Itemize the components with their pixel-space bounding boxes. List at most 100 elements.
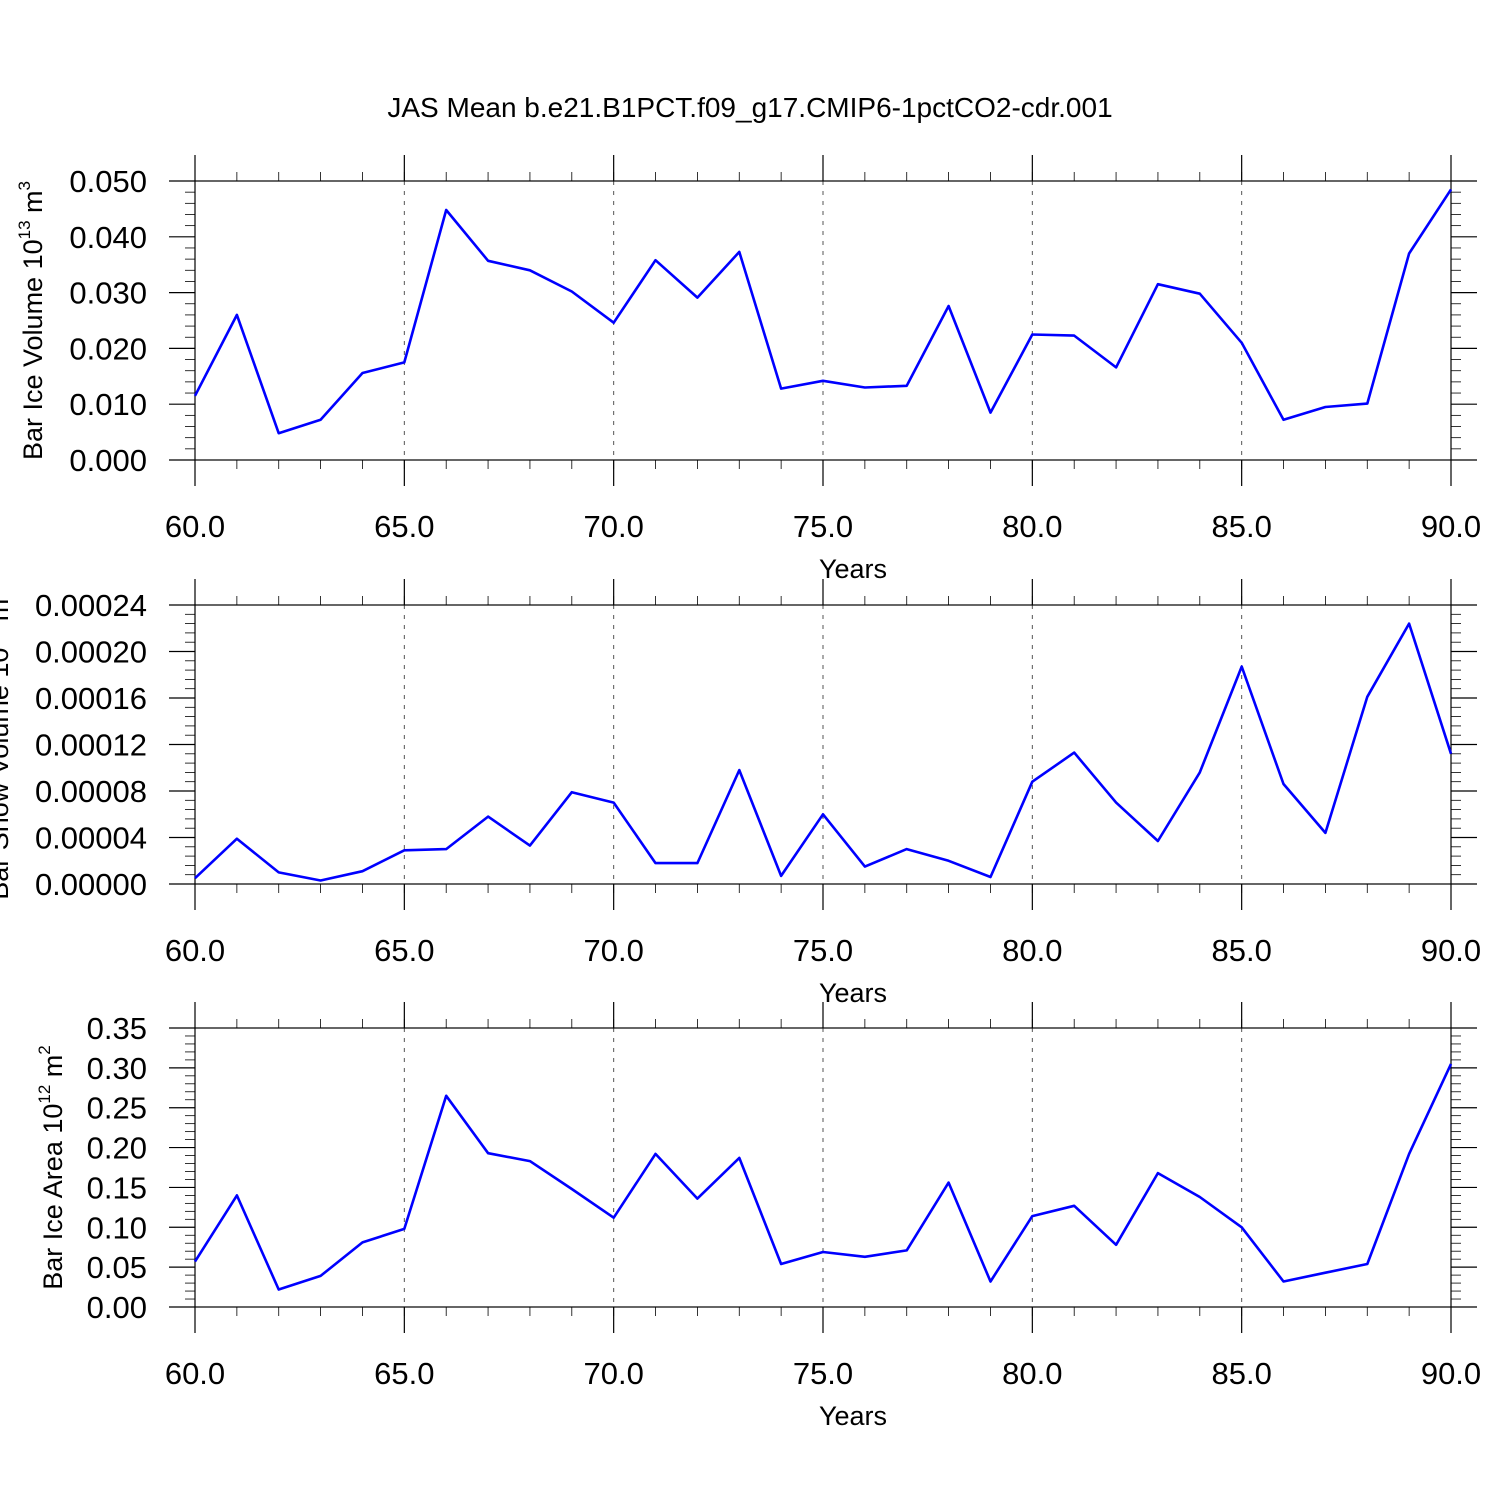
y-tick-label: 0.00008 — [35, 774, 147, 809]
data-point — [404, 362, 405, 363]
y-tick-label: 0.15 — [87, 1170, 147, 1205]
data-point — [1199, 772, 1200, 773]
data-point — [781, 388, 782, 389]
data-point — [864, 1256, 865, 1257]
data-point — [1367, 696, 1368, 697]
data-point — [948, 860, 949, 861]
x-tick-label: 80.0 — [1002, 1356, 1062, 1391]
data-point — [948, 1182, 949, 1183]
x-tick-label: 85.0 — [1211, 1356, 1271, 1391]
data-point — [529, 270, 530, 271]
x-tick-label: 80.0 — [1002, 933, 1062, 968]
x-tick-label: 85.0 — [1211, 509, 1271, 544]
data-point — [739, 1157, 740, 1158]
y-tick-label: 0.020 — [69, 331, 147, 366]
data-point — [613, 802, 614, 803]
data-point — [278, 872, 279, 873]
y-axis-label-exponent: 13 — [15, 220, 34, 239]
data-point — [195, 1261, 196, 1262]
data-point — [1283, 1281, 1284, 1282]
series-line — [193, 1063, 1453, 1291]
data-point — [1325, 832, 1326, 833]
y-tick-label: 0.05 — [87, 1250, 147, 1285]
data-point — [571, 1189, 572, 1190]
data-point — [739, 770, 740, 771]
data-point — [446, 210, 447, 211]
y-tick-label: 0.30 — [87, 1051, 147, 1086]
data-point — [655, 1153, 656, 1154]
data-point — [906, 1250, 907, 1251]
data-point — [1325, 406, 1326, 407]
data-point — [823, 814, 824, 815]
data-point — [1032, 1216, 1033, 1217]
x-axis-label: Years — [819, 978, 887, 1008]
x-tick-label: 65.0 — [374, 509, 434, 544]
x-tick-label: 90.0 — [1421, 1356, 1481, 1391]
y-tick-label: 0.00016 — [35, 681, 147, 716]
data-point — [1367, 1263, 1368, 1264]
data-point — [990, 877, 991, 878]
data-point — [571, 792, 572, 793]
data-point — [655, 260, 656, 261]
data-point — [236, 314, 237, 315]
y-axis-label-exponent: 12 — [35, 1085, 54, 1104]
data-point — [195, 878, 196, 879]
y-axis-label-main: Bar Snow Volume 10 — [0, 648, 14, 900]
x-tick-label: 90.0 — [1421, 509, 1481, 544]
data-point — [990, 1281, 991, 1282]
data-point — [990, 412, 991, 413]
x-tick-label: 60.0 — [165, 509, 225, 544]
data-point — [864, 387, 865, 388]
figure-title: JAS Mean b.e21.B1PCT.f09_g17.CMIP6-1pctC… — [387, 92, 1112, 123]
y-tick-label: 0.10 — [87, 1210, 147, 1245]
data-point — [236, 1195, 237, 1196]
y-tick-label: 0.00020 — [35, 635, 147, 670]
y-axis-label-unit: m — [38, 1055, 68, 1085]
data-point — [1451, 189, 1452, 190]
y-tick-label: 0.030 — [69, 276, 147, 311]
data-point — [1074, 335, 1075, 336]
data-point — [906, 385, 907, 386]
x-tick-label: 70.0 — [583, 933, 643, 968]
data-point — [613, 322, 614, 323]
x-tick-label: 75.0 — [793, 933, 853, 968]
x-tick-label: 60.0 — [165, 933, 225, 968]
y-tick-label: 0.35 — [87, 1011, 147, 1046]
x-tick-label: 75.0 — [793, 1356, 853, 1391]
y-tick-label: 0.00000 — [35, 867, 147, 902]
data-point — [1283, 419, 1284, 420]
data-point — [1409, 623, 1410, 624]
y-axis-label-unit: m — [0, 599, 14, 629]
data-point — [446, 849, 447, 850]
data-point — [488, 1153, 489, 1154]
data-point — [1116, 1244, 1117, 1245]
data-point — [362, 871, 363, 872]
y-tick-label: 0.00012 — [35, 728, 147, 763]
data-point — [362, 1242, 363, 1243]
x-tick-label: 85.0 — [1211, 933, 1271, 968]
x-tick-label: 65.0 — [374, 933, 434, 968]
y-axis-label: Bar Snow Volume 1013 m3 — [0, 589, 14, 900]
data-point — [1451, 753, 1452, 754]
data-point — [864, 866, 865, 867]
data-point — [446, 1095, 447, 1096]
data-point — [1116, 367, 1117, 368]
data-point — [1199, 1196, 1200, 1197]
data-point — [1367, 403, 1368, 404]
y-axis-label-main: Bar Ice Volume 10 — [18, 239, 48, 460]
data-point — [404, 1228, 405, 1229]
x-tick-label: 65.0 — [374, 1356, 434, 1391]
data-point — [1032, 334, 1033, 335]
data-point — [529, 1161, 530, 1162]
data-point — [1241, 342, 1242, 343]
data-point — [1199, 293, 1200, 294]
y-tick-label: 0.010 — [69, 387, 147, 422]
data-point — [948, 305, 949, 306]
y-axis-label-unit: m — [18, 190, 48, 220]
data-point — [1116, 802, 1117, 803]
data-point — [278, 1289, 279, 1290]
data-point — [1157, 840, 1158, 841]
data-point — [697, 1198, 698, 1199]
x-tick-label: 70.0 — [583, 509, 643, 544]
